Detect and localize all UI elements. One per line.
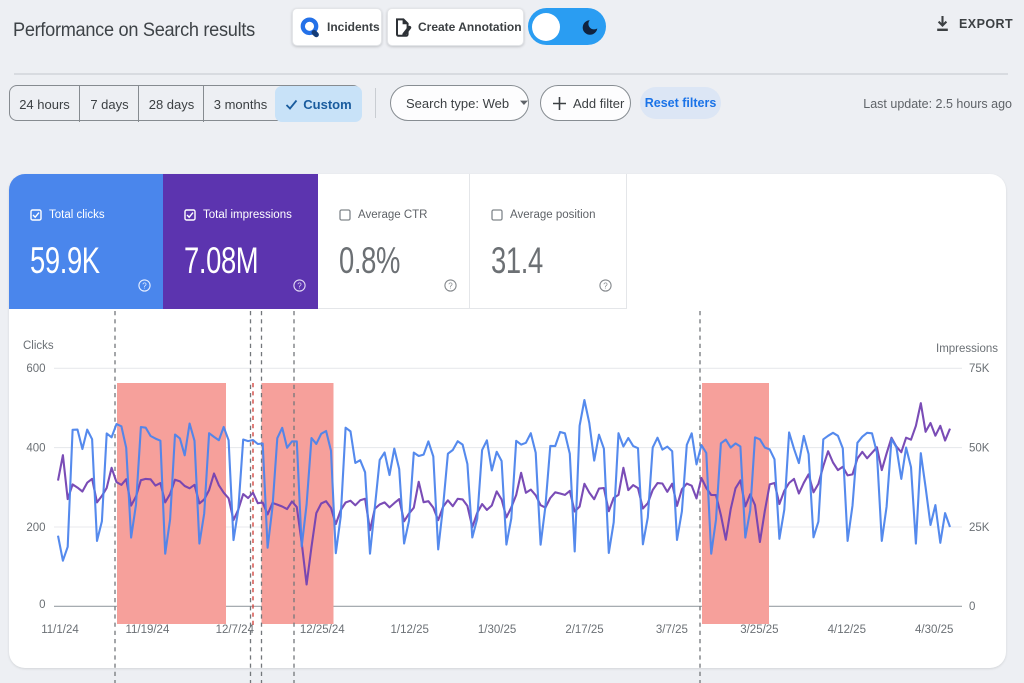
svg-text:1/30/25: 1/30/25 xyxy=(478,624,516,636)
svg-text:?: ? xyxy=(142,281,147,290)
svg-text:11/19/24: 11/19/24 xyxy=(125,624,170,636)
svg-text:2/17/25: 2/17/25 xyxy=(565,624,603,636)
svg-text:11/1/24: 11/1/24 xyxy=(41,624,79,636)
svg-text:200: 200 xyxy=(26,522,45,534)
svg-text:?: ? xyxy=(603,281,608,290)
svg-text:?: ? xyxy=(448,281,453,290)
svg-text:0: 0 xyxy=(969,601,975,613)
svg-text:400: 400 xyxy=(26,443,45,455)
svg-text:3/25/25: 3/25/25 xyxy=(740,624,778,636)
svg-text:25K: 25K xyxy=(969,522,990,534)
svg-text:1/12/25: 1/12/25 xyxy=(391,624,429,636)
svg-text:50K: 50K xyxy=(969,443,990,455)
svg-text:75K: 75K xyxy=(969,363,990,375)
svg-text:12/7/24: 12/7/24 xyxy=(216,624,255,636)
svg-text:Impressions: Impressions xyxy=(936,343,998,355)
svg-text:?: ? xyxy=(297,281,302,290)
svg-text:Clicks: Clicks xyxy=(23,340,54,352)
svg-text:600: 600 xyxy=(26,363,45,375)
svg-text:4/30/25: 4/30/25 xyxy=(915,624,953,636)
svg-text:0: 0 xyxy=(39,599,45,611)
svg-text:4/12/25: 4/12/25 xyxy=(828,624,866,636)
svg-text:3/7/25: 3/7/25 xyxy=(656,624,688,636)
svg-text:12/25/24: 12/25/24 xyxy=(300,624,345,636)
